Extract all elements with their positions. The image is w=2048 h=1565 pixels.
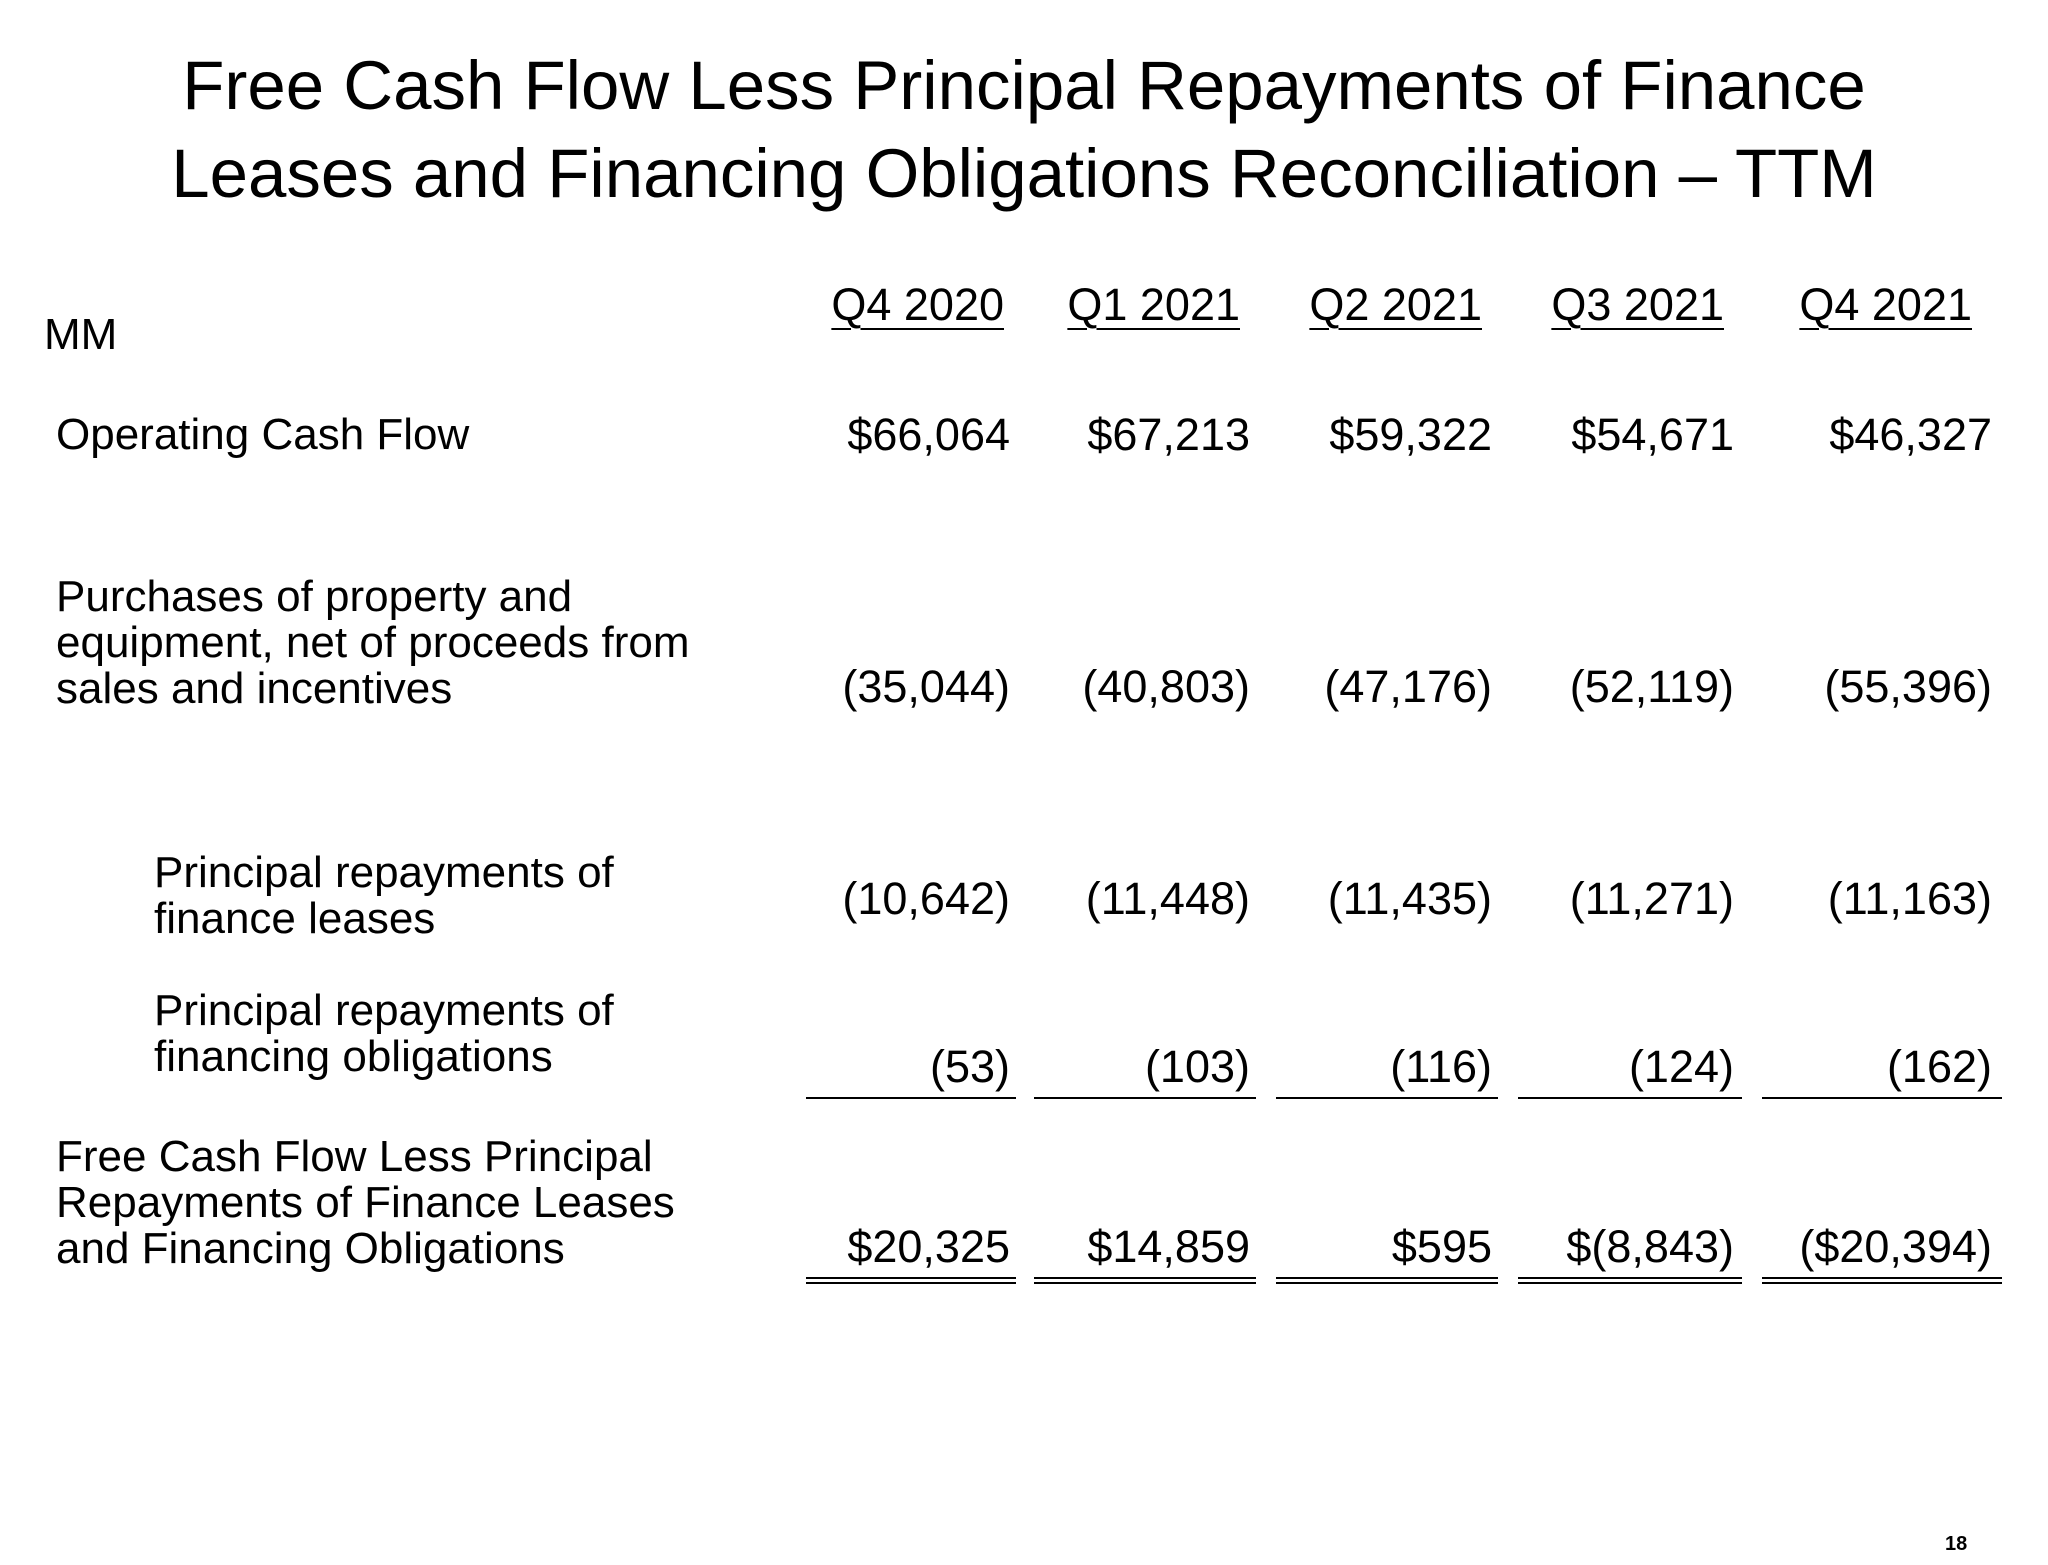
cell-finance-leases-q4-2020: (10,642) bbox=[842, 873, 1010, 924]
subtotal-rule bbox=[1034, 1097, 1256, 1099]
total-double-rule bbox=[1276, 1277, 1498, 1284]
cell-free-cash-flow-q4-2020: $20,325 bbox=[847, 1221, 1010, 1272]
unit-label: MM bbox=[44, 310, 118, 359]
cell-financing-obligations-q4-2020: (53) bbox=[929, 1041, 1010, 1092]
cell-finance-leases-q4-2021: (11,163) bbox=[1827, 873, 1992, 924]
subtotal-rule bbox=[1518, 1097, 1742, 1099]
subtotal-rule bbox=[1762, 1097, 2002, 1099]
column-header-q4-2021: Q4 2021 bbox=[1799, 279, 1972, 330]
cell-financing-obligations-q3-2021: (124) bbox=[1628, 1041, 1734, 1092]
cell-operating-cash-flow-q1-2021: $67,213 bbox=[1087, 409, 1250, 460]
cell-operating-cash-flow-q4-2021: $46,327 bbox=[1829, 409, 1992, 460]
cell-finance-leases-q3-2021: (11,271) bbox=[1569, 873, 1734, 924]
total-double-rule bbox=[1762, 1277, 2002, 1284]
cell-purchases-q3-2021: (52,119) bbox=[1569, 661, 1734, 712]
cell-free-cash-flow-q3-2021: $(8,843) bbox=[1566, 1221, 1734, 1272]
total-double-rule bbox=[1034, 1277, 1256, 1284]
subtotal-rule bbox=[1276, 1097, 1498, 1099]
row-label-free-cash-flow-less-principal: Free Cash Flow Less Principal Repayments… bbox=[56, 1134, 675, 1272]
total-double-rule bbox=[1518, 1277, 1742, 1284]
page-title-line-2: Leases and Financing Obligations Reconci… bbox=[171, 135, 1877, 212]
cell-free-cash-flow-q4-2021: ($20,394) bbox=[1799, 1221, 1992, 1272]
row-label-line: sales and incentives bbox=[56, 664, 453, 713]
cell-finance-leases-q1-2021: (11,448) bbox=[1085, 873, 1250, 924]
total-double-rule bbox=[806, 1277, 1016, 1284]
page-title-line-1: Free Cash Flow Less Principal Repayments… bbox=[182, 47, 1866, 124]
row-label-line: Principal repayments of bbox=[154, 986, 614, 1035]
cell-operating-cash-flow-q3-2021: $54,671 bbox=[1571, 409, 1734, 460]
row-label-line: equipment, net of proceeds from bbox=[56, 618, 690, 667]
column-header-q2-2021: Q2 2021 bbox=[1309, 279, 1482, 330]
row-label-line: finance leases bbox=[154, 894, 436, 943]
row-label-line: Purchases of property and bbox=[56, 572, 573, 621]
cell-free-cash-flow-q2-2021: $595 bbox=[1391, 1221, 1492, 1272]
row-label-line: financing obligations bbox=[154, 1032, 553, 1081]
cell-purchases-q4-2020: (35,044) bbox=[842, 661, 1010, 712]
row-label-operating-cash-flow: Operating Cash Flow bbox=[56, 412, 469, 458]
cell-operating-cash-flow-q2-2021: $59,322 bbox=[1329, 409, 1492, 460]
subtotal-rule bbox=[806, 1097, 1016, 1099]
row-label-line: Principal repayments of bbox=[154, 848, 614, 897]
column-header-q4-2020: Q4 2020 bbox=[831, 279, 1004, 330]
cell-operating-cash-flow-q4-2020: $66,064 bbox=[847, 409, 1010, 460]
cell-financing-obligations-q4-2021: (162) bbox=[1886, 1041, 1992, 1092]
row-label-principal-repayments-finance-leases: Principal repayments of finance leases bbox=[154, 850, 614, 942]
page-title: Free Cash Flow Less Principal Repayments… bbox=[0, 42, 2048, 218]
row-label-line: and Financing Obligations bbox=[56, 1224, 565, 1273]
cell-free-cash-flow-q1-2021: $14,859 bbox=[1087, 1221, 1250, 1272]
column-header-q3-2021: Q3 2021 bbox=[1551, 279, 1724, 330]
row-label-line: Repayments of Finance Leases bbox=[56, 1178, 675, 1227]
cell-purchases-q4-2021: (55,396) bbox=[1824, 661, 1992, 712]
cell-purchases-q1-2021: (40,803) bbox=[1082, 661, 1250, 712]
row-label-purchases-of-property: Purchases of property and equipment, net… bbox=[56, 574, 689, 712]
cell-finance-leases-q2-2021: (11,435) bbox=[1327, 873, 1492, 924]
page-number: 18 bbox=[1945, 1533, 1968, 1555]
row-label-principal-repayments-financing-obligations: Principal repayments of financing obliga… bbox=[154, 988, 614, 1080]
cell-financing-obligations-q1-2021: (103) bbox=[1144, 1041, 1250, 1092]
cell-purchases-q2-2021: (47,176) bbox=[1324, 661, 1492, 712]
row-label-line: Free Cash Flow Less Principal bbox=[56, 1132, 653, 1181]
row-label-line: Operating Cash Flow bbox=[56, 410, 470, 459]
cell-financing-obligations-q2-2021: (116) bbox=[1390, 1041, 1492, 1092]
column-header-q1-2021: Q1 2021 bbox=[1067, 279, 1240, 330]
